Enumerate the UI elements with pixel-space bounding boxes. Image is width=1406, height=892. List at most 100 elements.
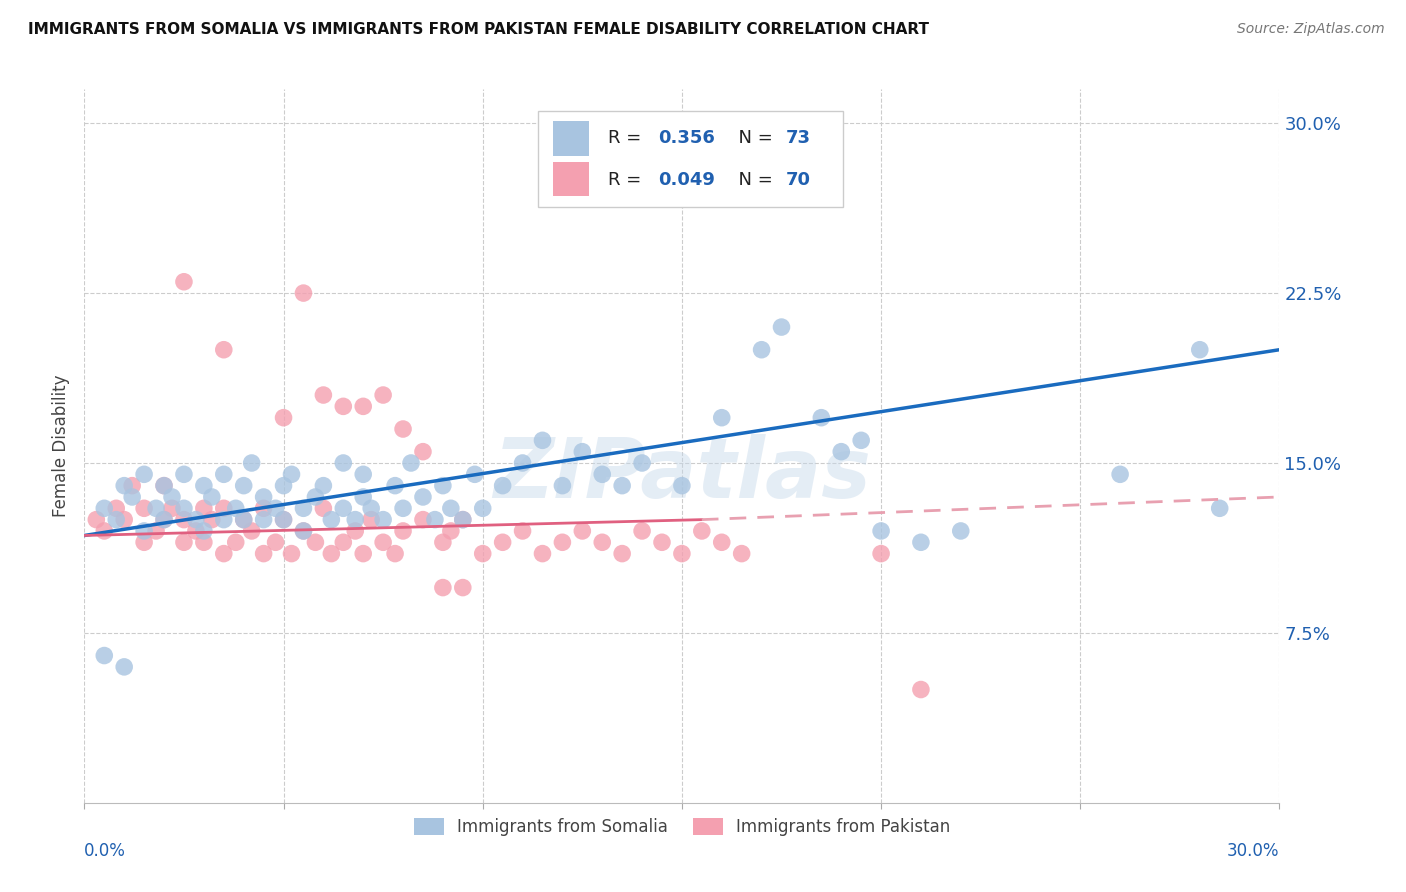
Point xyxy=(201,490,224,504)
Point xyxy=(830,444,852,458)
Point xyxy=(751,343,773,357)
Point xyxy=(551,478,574,492)
Point xyxy=(551,535,574,549)
Point xyxy=(423,513,446,527)
Point xyxy=(531,434,554,448)
Point xyxy=(312,478,335,492)
Point xyxy=(440,524,463,538)
Text: 0.049: 0.049 xyxy=(658,171,714,189)
Point xyxy=(304,490,326,504)
Point xyxy=(392,501,415,516)
Point xyxy=(612,478,634,492)
Point xyxy=(280,467,302,482)
Point xyxy=(451,513,474,527)
Point xyxy=(105,513,128,527)
Point xyxy=(710,535,733,549)
Point xyxy=(193,535,215,549)
Point xyxy=(392,422,415,436)
Point xyxy=(332,535,354,549)
Point xyxy=(132,535,156,549)
Point xyxy=(412,513,434,527)
Point xyxy=(464,467,486,482)
Point xyxy=(384,478,406,492)
Point xyxy=(360,513,382,527)
Point xyxy=(212,343,235,357)
Point xyxy=(1209,501,1232,516)
Point xyxy=(332,400,354,414)
Point xyxy=(264,535,287,549)
Point xyxy=(352,490,374,504)
Text: 30.0%: 30.0% xyxy=(1227,842,1279,860)
Point xyxy=(332,501,354,516)
FancyBboxPatch shape xyxy=(538,111,844,207)
Point xyxy=(240,524,263,538)
Point xyxy=(344,513,367,527)
Point xyxy=(432,535,454,549)
Point xyxy=(332,456,354,470)
Point xyxy=(949,524,972,538)
Point xyxy=(173,513,195,527)
Point xyxy=(392,524,415,538)
Point xyxy=(710,410,733,425)
Point xyxy=(212,513,235,527)
Point xyxy=(432,478,454,492)
Text: R =: R = xyxy=(607,129,647,147)
Point xyxy=(280,547,302,561)
Point xyxy=(86,513,108,527)
Point xyxy=(770,320,793,334)
Point xyxy=(112,513,135,527)
Point xyxy=(651,535,673,549)
Point xyxy=(232,478,254,492)
Point xyxy=(153,478,176,492)
Point xyxy=(193,478,215,492)
Text: 70: 70 xyxy=(786,171,811,189)
Point xyxy=(512,456,534,470)
Point xyxy=(373,388,395,402)
Point xyxy=(690,524,713,538)
Point xyxy=(173,501,195,516)
Point xyxy=(352,547,374,561)
Point xyxy=(352,467,374,482)
Point xyxy=(312,501,335,516)
Point xyxy=(212,501,235,516)
Point xyxy=(399,456,422,470)
Point xyxy=(273,513,295,527)
Point xyxy=(451,581,474,595)
Point xyxy=(440,501,463,516)
Text: 0.0%: 0.0% xyxy=(84,842,127,860)
Text: 73: 73 xyxy=(786,129,811,147)
Text: R =: R = xyxy=(607,171,647,189)
Point xyxy=(173,467,195,482)
Point xyxy=(292,286,315,301)
Point xyxy=(264,501,287,516)
Point xyxy=(851,434,873,448)
Point xyxy=(105,501,128,516)
Point xyxy=(253,490,276,504)
Point xyxy=(112,478,135,492)
Point xyxy=(321,513,343,527)
Point xyxy=(870,524,893,538)
Point xyxy=(153,513,176,527)
Point xyxy=(93,501,115,516)
Point xyxy=(571,524,593,538)
Point xyxy=(612,547,634,561)
Point xyxy=(145,524,167,538)
Point xyxy=(304,535,326,549)
Point xyxy=(312,388,335,402)
Point xyxy=(212,467,235,482)
Text: ZIPatlas: ZIPatlas xyxy=(494,434,870,515)
Point xyxy=(193,501,215,516)
Point xyxy=(292,524,315,538)
Point xyxy=(173,275,195,289)
Point xyxy=(910,535,932,549)
Point xyxy=(591,467,613,482)
Point xyxy=(121,478,143,492)
Text: Source: ZipAtlas.com: Source: ZipAtlas.com xyxy=(1237,22,1385,37)
Point xyxy=(492,478,515,492)
Point xyxy=(173,535,195,549)
Point xyxy=(253,513,276,527)
Point xyxy=(132,467,156,482)
Point xyxy=(471,547,494,561)
Point xyxy=(631,456,654,470)
Point xyxy=(910,682,932,697)
